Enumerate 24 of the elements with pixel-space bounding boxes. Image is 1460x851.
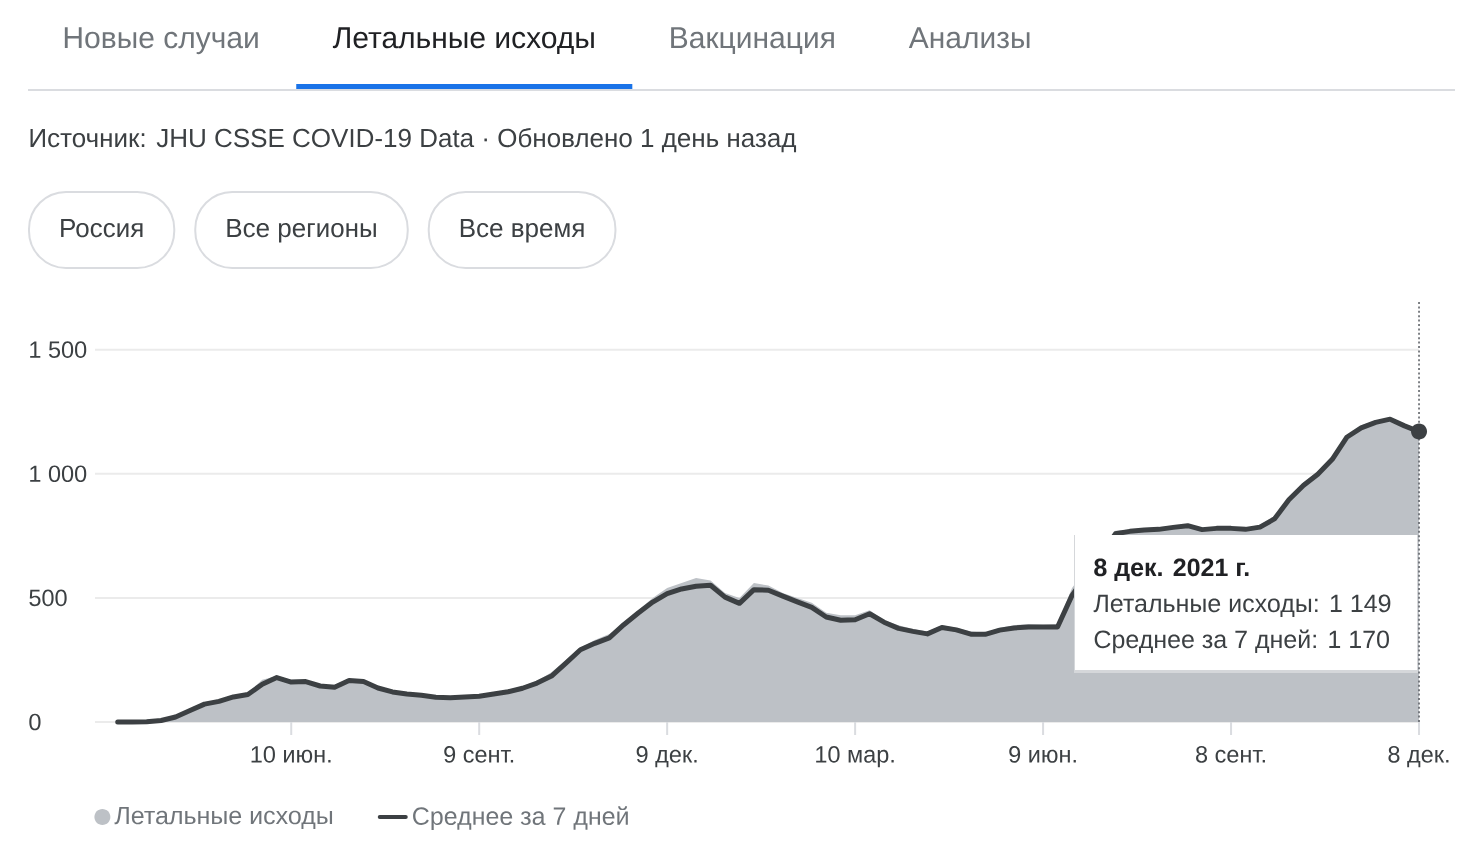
text: Все регионы: [227, 219, 376, 243]
annotation: Летальные исходы: 1 149: [1093, 594, 1391, 617]
text: Вакцинация: [671, 27, 834, 54]
x-tick-label: 9 сент.: [444, 746, 514, 763]
annotation: Среднее за 7 дней: 1 170: [1094, 629, 1389, 654]
text: Новые случаи: [64, 27, 258, 55]
x-tick-label: 8 дек.: [1388, 746, 1449, 768]
x-tick-label: 9 июн.: [1009, 746, 1076, 763]
legend-label: Летальные исходы: [114, 806, 333, 830]
chart-subtitle: Источник: JHU CSSE COVID-19 Data · Обновлено 1 день назад: [30, 127, 797, 153]
x-tick-label: 10 мар.: [816, 746, 894, 768]
annotation: 8 дек. 2021 г.: [1094, 558, 1249, 581]
legend-label: Среднее за 7 дней: [413, 806, 628, 830]
text: Анализы: [908, 27, 1030, 49]
y-tick-label: 500: [29, 589, 67, 607]
y-tick-label: 1 000: [30, 465, 87, 483]
y-tick-label: 1 500: [30, 341, 87, 358]
chart-title: Летальные исходы: [332, 27, 594, 54]
x-tick-label: 10 июн.: [251, 746, 331, 763]
y-tick-label: 0: [29, 713, 41, 731]
x-tick-label: 9 дек.: [636, 746, 697, 768]
text: Россия: [61, 219, 143, 238]
text: Все время: [460, 219, 584, 243]
x-tick-label: 8 сент.: [1196, 746, 1265, 763]
